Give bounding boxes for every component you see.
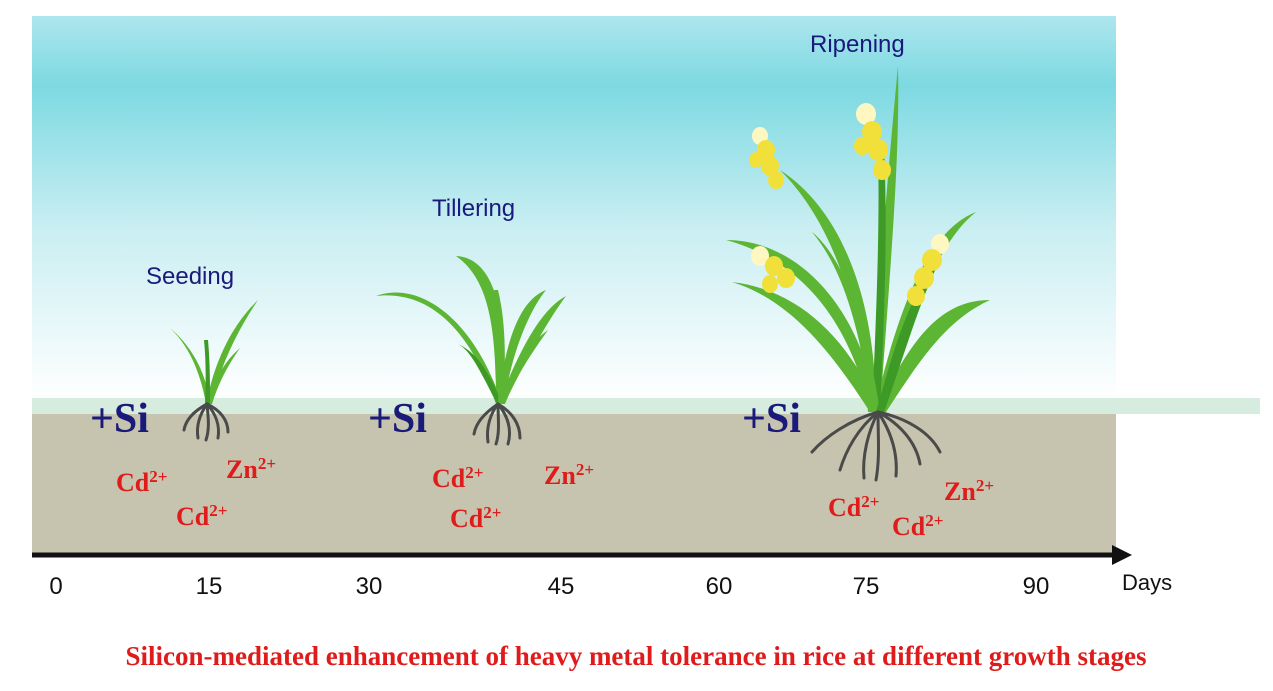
stage-label-ripening: Ripening [810,31,905,58]
grain-panicle-icon [751,246,795,293]
ion-label-cd: Cd2+ [432,463,483,493]
ion-label-cd: Cd2+ [828,492,879,522]
ion-label-cd: Cd2+ [116,467,167,497]
ion-label-zn: Zn2+ [544,460,594,490]
axis-arrow-icon [1112,545,1132,565]
axis-tick-label: 30 [356,573,383,600]
soil-panel [32,414,1116,556]
figure-caption: Silicon-mediated enhancement of heavy me… [125,641,1146,671]
water-band [32,398,1260,414]
rice-tillering-plant-icon [376,256,566,404]
axis-tick-label: 75 [853,573,880,600]
ion-label-zn: Zn2+ [944,476,994,506]
axis-unit-label: Days [1122,570,1172,595]
stage-label-tillering: Tillering [432,195,515,222]
si-label-ripening: +Si [742,396,801,442]
root-cluster-icon [810,410,942,482]
axis-tick-label: 45 [548,573,575,600]
grain-panicle-icon [854,103,891,180]
axis-tick-label: 15 [196,573,223,600]
axis-tick-label: 90 [1023,573,1050,600]
axis-tick-label: 60 [706,573,733,600]
time-axis: 0 15 30 45 60 75 90 Days [32,545,1172,600]
stage-label-seeding: Seeding [146,263,234,290]
root-cluster-icon [182,402,230,442]
rice-seedling-icon [170,300,258,404]
ion-label-cd: Cd2+ [450,503,501,533]
sky-panel [32,16,1116,400]
axis-tick-label: 0 [49,573,62,600]
ion-label-cd: Cd2+ [176,501,227,531]
si-label-tillering: +Si [368,396,427,442]
grain-panicle-icon [749,127,784,189]
grain-panicle-icon [907,234,949,306]
si-label-seeding: +Si [90,396,149,442]
ion-label-zn: Zn2+ [226,454,276,484]
ion-label-cd: Cd2+ [892,511,943,541]
rice-ripening-plant-icon [726,66,990,412]
root-cluster-icon [472,402,522,446]
